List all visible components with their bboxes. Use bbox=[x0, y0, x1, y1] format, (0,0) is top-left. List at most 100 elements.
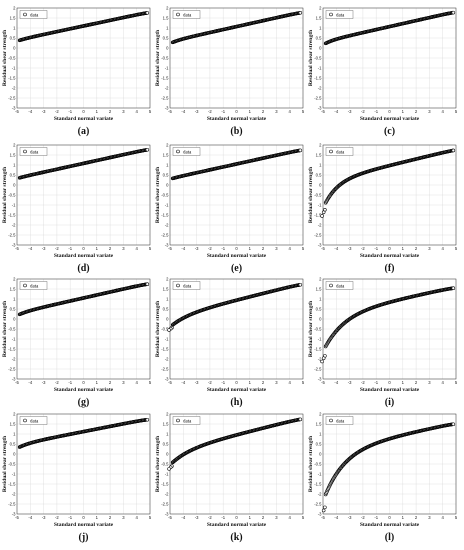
x-tick-label: 0 bbox=[235, 246, 238, 251]
y-tick-label: -1 bbox=[12, 203, 16, 208]
x-tick-label: -4 bbox=[181, 380, 185, 385]
x-tick-label: -5 bbox=[168, 109, 172, 114]
legend-box bbox=[19, 10, 48, 19]
x-tick-label: 1 bbox=[249, 109, 252, 114]
y-tick-label: -2.5 bbox=[161, 367, 169, 372]
y-tick-label: -1.5 bbox=[314, 347, 322, 352]
x-tick-label: 3 bbox=[122, 380, 125, 385]
y-tick-label: -3 bbox=[165, 106, 169, 111]
chart-panel: -5 -4 -3 -2 -1 0 1 2 3 4 5 -3 -2.5 -2 -1.5 -1 -0.5 0 0.5 1 1… bbox=[0, 137, 152, 277]
x-tick-label: 1 bbox=[249, 380, 252, 385]
legend-box bbox=[172, 416, 201, 425]
x-tick-label: -4 bbox=[28, 515, 32, 520]
y-tick-label: -3 bbox=[318, 512, 322, 517]
legend: data bbox=[19, 281, 48, 290]
legend-marker bbox=[176, 283, 180, 288]
y-tick-label: -0.5 bbox=[314, 193, 322, 198]
x-tick-label: -4 bbox=[334, 380, 338, 385]
legend-label: data bbox=[336, 150, 345, 155]
x-tick-label: -4 bbox=[28, 246, 32, 251]
panel-caption: (j) bbox=[79, 532, 89, 543]
y-tick-label: 0.5 bbox=[10, 442, 16, 447]
chart-svg: -5 -4 -3 -2 -1 0 1 2 3 4 5 -3 -2.5 -2 -1.5 -1 -0.5 0 0.5 1 1… bbox=[308, 277, 458, 409]
legend-marker bbox=[176, 12, 180, 17]
y-tick-label: 2 bbox=[166, 277, 169, 282]
axes-frame bbox=[169, 413, 304, 515]
legend: data bbox=[325, 416, 354, 425]
x-tick-label: 1 bbox=[402, 515, 405, 520]
y-tick-label: -2.5 bbox=[161, 502, 169, 507]
data-point bbox=[298, 417, 303, 422]
legend-box bbox=[19, 281, 48, 290]
y-tick-label: -0.5 bbox=[314, 56, 322, 61]
y-tick-label: -2.5 bbox=[314, 367, 322, 372]
data-point bbox=[298, 282, 303, 287]
data-series bbox=[170, 11, 303, 45]
axes-frame bbox=[169, 7, 304, 109]
data-point bbox=[298, 148, 303, 153]
y-tick-label: 1 bbox=[13, 297, 16, 302]
x-tick-label: 4 bbox=[442, 246, 445, 251]
y-tick-label: -3 bbox=[12, 512, 16, 517]
chart-svg: -5 -4 -3 -2 -1 0 1 2 3 4 5 -3 -2.5 -2 -1.5 -1 -0.5 0 0.5 1 1… bbox=[2, 277, 152, 409]
y-tick-label: -0.5 bbox=[8, 327, 16, 332]
y-tick-label: 0 bbox=[166, 46, 169, 51]
x-tick-label: -1 bbox=[221, 515, 225, 520]
x-tick-label: 1 bbox=[402, 246, 405, 251]
axes-frame bbox=[322, 144, 457, 246]
y-tick-label: -3 bbox=[165, 243, 169, 248]
y-tick-label: -2 bbox=[165, 86, 169, 91]
panel-caption: (g) bbox=[78, 397, 90, 408]
chart-svg: -5 -4 -3 -2 -1 0 1 2 3 4 5 -3 -2.5 -2 -1.5 -1 -0.5 0 0.5 1 1… bbox=[308, 412, 458, 544]
legend: data bbox=[172, 281, 201, 290]
y-tick-label: -1 bbox=[165, 337, 169, 342]
x-tick-label: 3 bbox=[275, 380, 278, 385]
x-tick-label: 1 bbox=[402, 380, 405, 385]
x-tick-label: 4 bbox=[289, 515, 292, 520]
panel-caption: (i) bbox=[385, 397, 394, 408]
chart-panel: -5 -4 -3 -2 -1 0 1 2 3 4 5 -3 -2.5 -2 -1.5 -1 -0.5 0 0.5 1 1… bbox=[153, 271, 305, 411]
x-tick-label: -2 bbox=[361, 380, 365, 385]
y-tick-label: -1.5 bbox=[161, 347, 169, 352]
x-tick-label: 4 bbox=[289, 246, 292, 251]
x-tick-label: 3 bbox=[428, 109, 431, 114]
panel-caption: (f) bbox=[385, 263, 395, 274]
y-tick-label: 1.5 bbox=[316, 153, 322, 158]
x-tick-label: -3 bbox=[348, 246, 352, 251]
y-tick-label: -0.5 bbox=[161, 327, 169, 332]
x-tick-label: 4 bbox=[442, 515, 445, 520]
y-tick-label: -1.5 bbox=[314, 213, 322, 218]
x-tick-label: 3 bbox=[122, 246, 125, 251]
y-tick-label: -2.5 bbox=[8, 367, 16, 372]
legend: data bbox=[172, 10, 201, 19]
y-tick-label: 1 bbox=[319, 26, 322, 31]
x-tick-label: -3 bbox=[195, 109, 199, 114]
y-tick-label: 1 bbox=[319, 432, 322, 437]
x-tick-label: -5 bbox=[15, 380, 19, 385]
x-tick-label: -3 bbox=[42, 515, 46, 520]
x-tick-label: -1 bbox=[68, 380, 72, 385]
y-tick-label: 1 bbox=[166, 432, 169, 437]
legend-marker bbox=[329, 149, 333, 154]
y-tick-label: -3 bbox=[12, 377, 16, 382]
chart-svg: -5 -4 -3 -2 -1 0 1 2 3 4 5 -3 -2.5 -2 -1.5 -1 -0.5 0 0.5 1 1… bbox=[155, 143, 305, 275]
y-tick-label: -1 bbox=[12, 66, 16, 71]
y-tick-label: -2 bbox=[165, 492, 169, 497]
chart-panel: -5 -4 -3 -2 -1 0 1 2 3 4 5 -3 -2.5 -2 -1.5 -1 -0.5 0 0.5 1 1… bbox=[306, 0, 458, 140]
y-axis-label: Residual shear strength bbox=[155, 300, 161, 357]
x-axis-label: Standard normal variate bbox=[207, 116, 267, 122]
y-tick-label: -1.5 bbox=[8, 347, 16, 352]
y-tick-label: -1 bbox=[318, 66, 322, 71]
y-tick-label: -3 bbox=[318, 377, 322, 382]
data-series bbox=[170, 148, 303, 181]
legend-marker bbox=[176, 418, 180, 423]
legend-box bbox=[19, 147, 48, 156]
y-tick-label: 2 bbox=[13, 6, 16, 11]
x-tick-label: 0 bbox=[82, 380, 85, 385]
y-tick-label: -2.5 bbox=[8, 502, 16, 507]
legend-box bbox=[325, 10, 354, 19]
y-tick-label: -2.5 bbox=[8, 233, 16, 238]
y-axis-label: Residual shear strength bbox=[2, 29, 8, 86]
chart-svg: -5 -4 -3 -2 -1 0 1 2 3 4 5 -3 -2.5 -2 -1.5 -1 -0.5 0 0.5 1 1… bbox=[308, 6, 458, 138]
